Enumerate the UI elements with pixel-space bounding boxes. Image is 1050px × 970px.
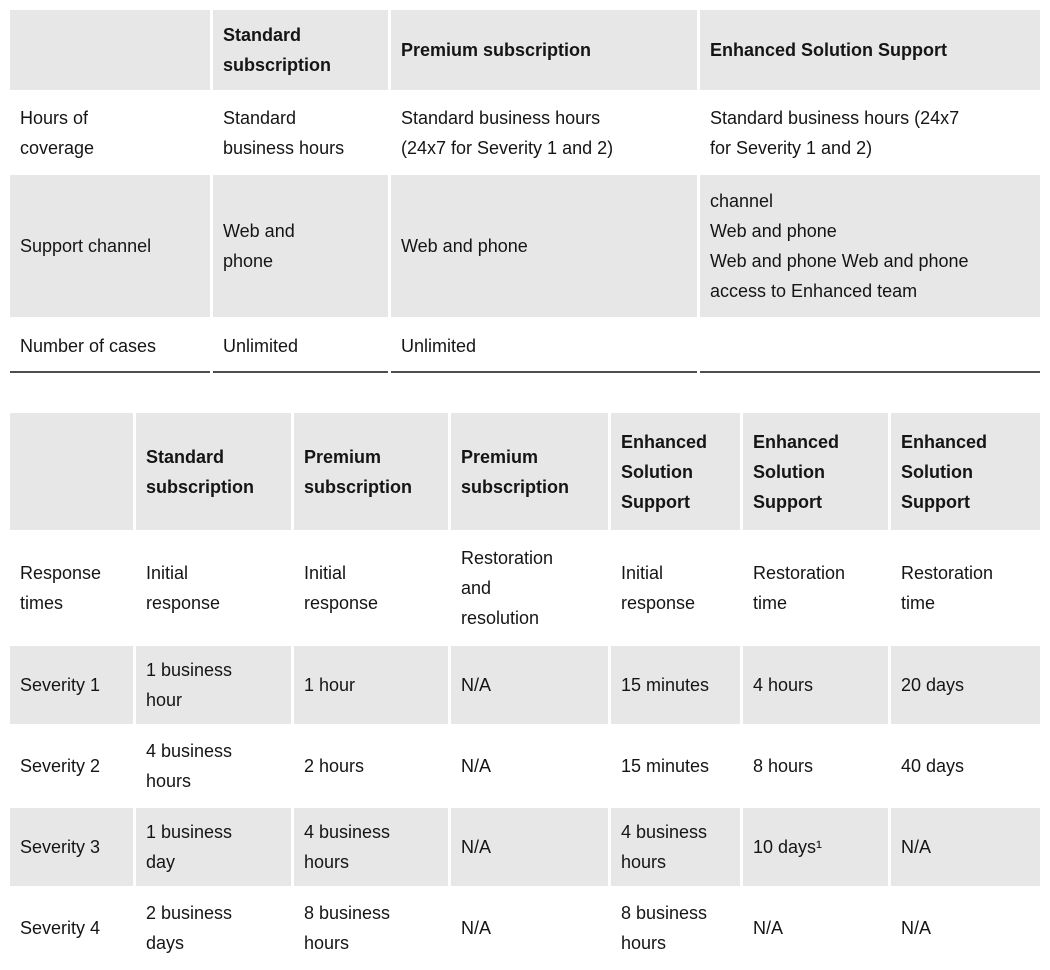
- support-plans-table: Standard subscription Premium subscripti…: [7, 7, 1043, 376]
- plans-row-hours-of-coverage: Hours of coverage Standard business hour…: [10, 93, 1040, 172]
- plans-col-header-premium-subscription: Premium subscription: [391, 10, 697, 90]
- table-cell: [700, 320, 1040, 373]
- table-cell: Initial response: [146, 563, 221, 613]
- row-header-support-channel: Support channel: [10, 175, 210, 317]
- row-header-number-of-cases: Number of cases: [10, 320, 210, 373]
- table-cell: 8 business hours: [304, 903, 391, 953]
- response-row-severity-2: Severity 2 4 business hours 2 hours N/A …: [10, 727, 1040, 805]
- table-cell: 40 days: [901, 756, 965, 776]
- response-col-header-blank: [10, 413, 133, 530]
- table-cell: Standard business hours (24x7 for Severi…: [401, 107, 614, 158]
- response-col-header-standard-subscription: Standard subscription: [136, 413, 291, 530]
- response-row-severity-4: Severity 4 2 business days 8 business ho…: [10, 889, 1040, 967]
- table-cell: 15 minutes: [611, 646, 740, 724]
- table-cell: N/A: [451, 808, 608, 886]
- response-header-row: Standard subscription Premium subscripti…: [10, 413, 1040, 530]
- table-cell: 4 business hours: [146, 741, 233, 791]
- table-cell: 20 days: [891, 646, 1040, 724]
- table-cell: N/A: [461, 756, 492, 776]
- table-cell: N/A: [753, 918, 784, 938]
- table-cell: 1 business day: [136, 808, 291, 886]
- response-col-header-enhanced-solution-support-3: Enhanced Solution Support: [891, 413, 1040, 530]
- table-cell: Standard business hours: [223, 107, 345, 158]
- table-cell: 4 hours: [743, 646, 888, 724]
- row-header-hours-of-coverage: Hours of coverage: [20, 107, 95, 158]
- response-col-header-premium-subscription-1: Premium subscription: [294, 413, 448, 530]
- row-header-response-times: Response times: [20, 563, 102, 613]
- table-cell: channel Web and phone Web and phone Web …: [700, 175, 1040, 317]
- table-cell: Restoration time: [753, 563, 846, 613]
- plans-col-header-standard-subscription: Standard subscription: [213, 10, 388, 90]
- table-cell: Web and phone: [391, 175, 697, 317]
- plans-row-support-channel: Support channel Web and phone Web and ph…: [10, 175, 1040, 317]
- table-cell: 8 hours: [753, 756, 814, 776]
- table-cell: N/A: [891, 808, 1040, 886]
- table-cell: Standard business hours (24x7 for Severi…: [710, 107, 960, 158]
- row-header-severity-2: Severity 2: [20, 756, 101, 776]
- response-row-severity-1: Severity 1 1 business hour 1 hour N/A 15…: [10, 646, 1040, 724]
- response-times-table: Standard subscription Premium subscripti…: [7, 410, 1043, 970]
- response-col-header-enhanced-solution-support-1: Enhanced Solution Support: [611, 413, 740, 530]
- row-header-severity-1: Severity 1: [10, 646, 133, 724]
- plans-col-header-enhanced-solution-support: Enhanced Solution Support: [700, 10, 1040, 90]
- table-cell: 8 business hours: [621, 903, 708, 953]
- table-cell: Unlimited: [391, 320, 697, 373]
- row-header-severity-4: Severity 4: [20, 918, 101, 938]
- response-row-severity-3: Severity 3 1 business day 4 business hou…: [10, 808, 1040, 886]
- row-header-severity-3: Severity 3: [10, 808, 133, 886]
- table-cell: Restoration time: [901, 563, 994, 613]
- response-row-response-times: Response times Initial response Initial …: [10, 533, 1040, 643]
- response-col-header-premium-subscription-2: Premium subscription: [451, 413, 608, 530]
- table-cell: N/A: [901, 918, 932, 938]
- response-col-header-enhanced-solution-support-2: Enhanced Solution Support: [743, 413, 888, 530]
- table-cell: 2 business days: [146, 903, 233, 953]
- table-cell: 1 business hour: [136, 646, 291, 724]
- table-cell: 4 business hours: [611, 808, 740, 886]
- table-cell: N/A: [451, 646, 608, 724]
- table-cell: Restoration and resolution: [461, 548, 554, 628]
- table-cell: 4 business hours: [294, 808, 448, 886]
- plans-header-row: Standard subscription Premium subscripti…: [10, 10, 1040, 90]
- table-cell: 1 hour: [294, 646, 448, 724]
- plans-col-header-blank: [10, 10, 210, 90]
- table-cell: Initial response: [621, 563, 696, 613]
- table-cell: N/A: [461, 918, 492, 938]
- table-cell: Initial response: [304, 563, 379, 613]
- table-cell: Unlimited: [213, 320, 388, 373]
- plans-row-number-of-cases: Number of cases Unlimited Unlimited: [10, 320, 1040, 373]
- table-cell: 2 hours: [304, 756, 365, 776]
- table-cell: 15 minutes: [621, 756, 710, 776]
- table-cell: Web and phone: [213, 175, 388, 317]
- table-cell-with-footnote: 10 days¹: [743, 808, 888, 886]
